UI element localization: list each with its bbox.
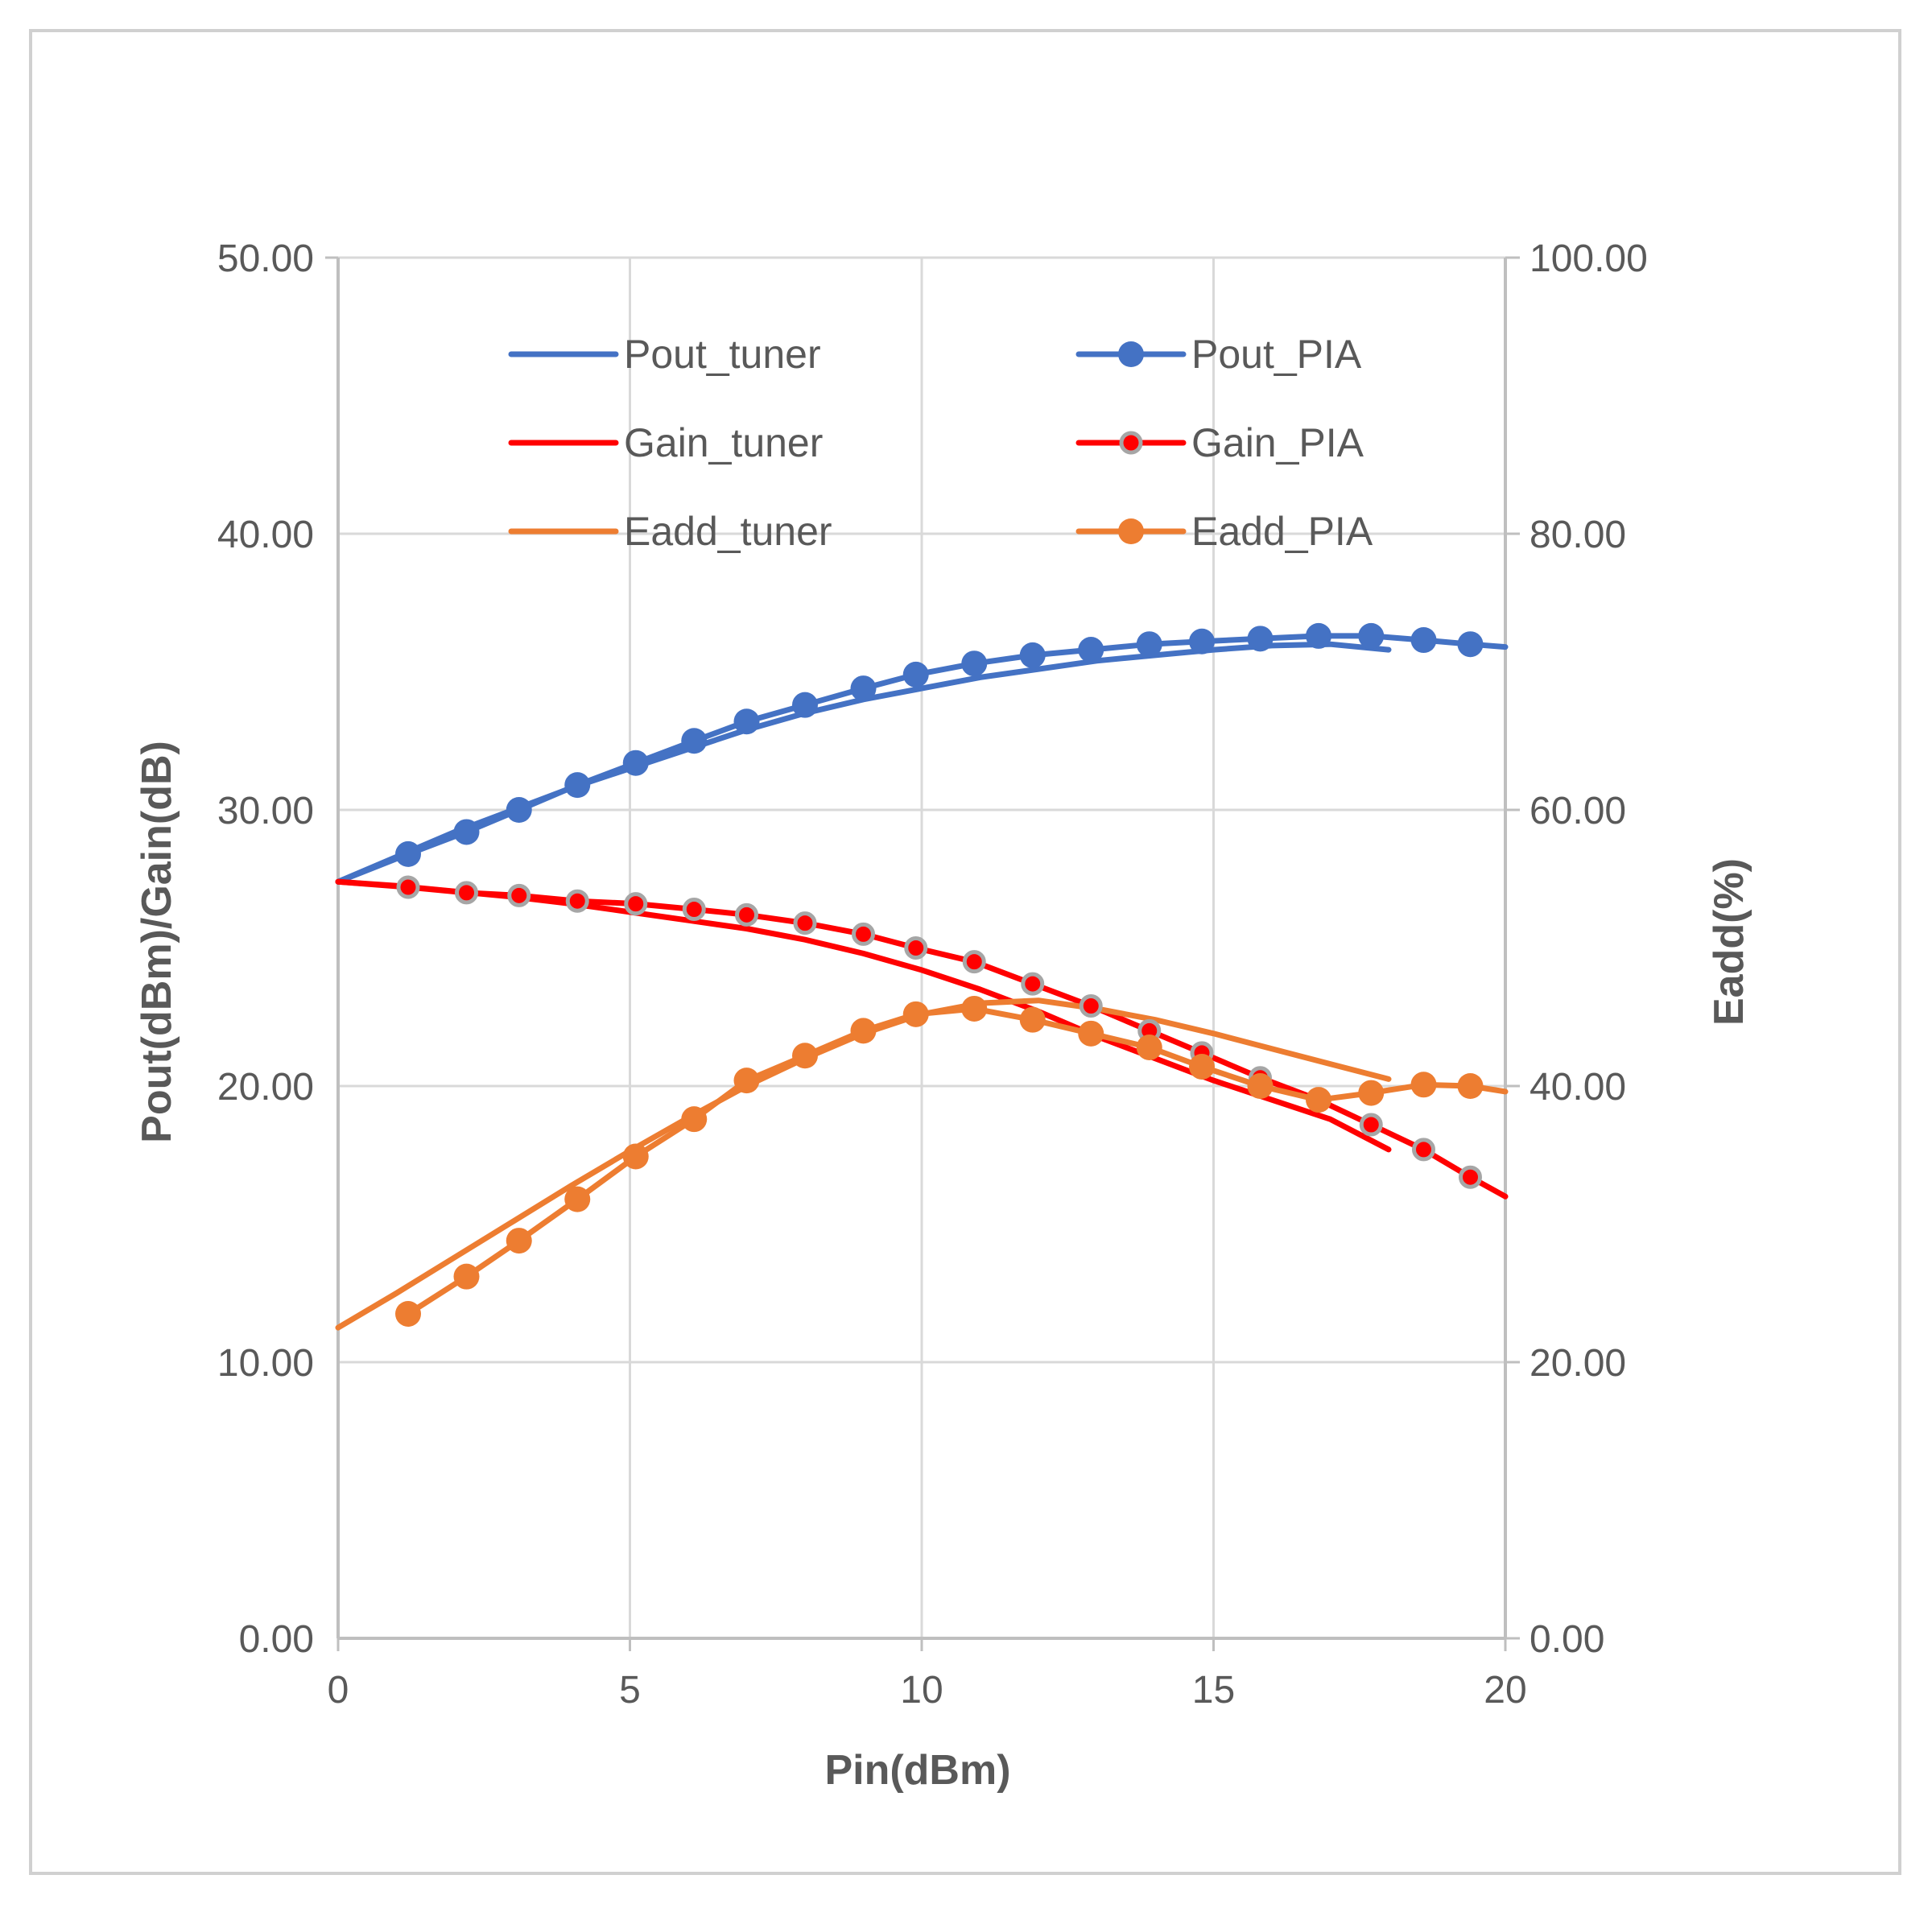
gain-pia-point (852, 922, 875, 946)
pout-pia-point (1136, 631, 1162, 658)
gain-pia-point (455, 881, 478, 905)
y-left-tick-label: 0.00 (239, 1618, 314, 1661)
eadd-pia-point (622, 1143, 649, 1170)
gain-tuner-line (335, 878, 1392, 1153)
chart: 0.00 10.00 20.00 30.00 40.00 50.00 0.00 20.00 40… (134, 237, 1752, 1794)
y-right-tick-label: 80.00 (1530, 514, 1626, 556)
y-right-tick-label: 100.00 (1530, 237, 1648, 280)
gain-pia-point (1021, 972, 1045, 996)
pout-pia-point (902, 661, 929, 688)
eadd-pia-point (1410, 1072, 1437, 1098)
eadd-pia-point (1306, 1087, 1331, 1113)
x-tick-label: 0 (328, 1669, 349, 1712)
pout-pia-point (1410, 627, 1437, 654)
legend-label-pout-pia: Pout_PIA (1191, 332, 1362, 377)
pout-pia-point (681, 728, 708, 754)
eadd-pia-point (453, 1263, 480, 1290)
y-left-tick-label: 10.00 (217, 1342, 314, 1385)
legend-background (483, 290, 1433, 564)
x-tick-label: 5 (619, 1669, 641, 1712)
gain-pia-point (962, 950, 986, 974)
pout-pia-point (1358, 622, 1385, 649)
pout-pia-point (622, 750, 649, 776)
legend-label-gain-pia: Gain_PIA (1191, 420, 1364, 465)
series-group (335, 622, 1509, 1331)
legend-marker-pout-pia (1118, 341, 1144, 367)
y-axis-right-title: Eadd(%) (1706, 858, 1752, 1026)
eadd-pia-point (1136, 1034, 1162, 1060)
chart-frame: 0.00 10.00 20.00 30.00 40.00 50.00 0.00 20.00 40… (29, 29, 1901, 1875)
y-left-tick-label: 50.00 (217, 237, 314, 280)
legend: Pout_tuner Pout_PIA Gain_tuner Gain_PIA Eadd… (508, 332, 1373, 554)
eadd-pia-point (1078, 1020, 1104, 1047)
gain-pia-point (565, 889, 589, 913)
pout-pia-point (506, 797, 532, 823)
gain-pia-point (682, 897, 706, 921)
legend-label-gain-tuner: Gain_tuner (624, 420, 823, 465)
y-right-tick-label: 60.00 (1530, 790, 1626, 832)
y-right-tick-label: 20.00 (1530, 1342, 1626, 1385)
x-tick-label: 15 (1192, 1669, 1235, 1712)
pout-pia-point (961, 650, 988, 677)
eadd-pia-point (850, 1018, 877, 1044)
eadd-pia-point (792, 1043, 818, 1069)
pout-pia-point (1078, 637, 1104, 663)
pout-pia-point (1247, 626, 1274, 652)
gain-pia-point (396, 875, 420, 899)
y-left-tick-label: 40.00 (217, 514, 314, 556)
eadd-pia-point (681, 1106, 708, 1133)
y-right-tick-label: 40.00 (1530, 1066, 1626, 1109)
x-tick-label: 10 (900, 1669, 943, 1712)
legend-label-pout-tuner: Pout_tuner (624, 332, 821, 377)
legend-marker-eadd-pia (1118, 518, 1144, 544)
y-left-tick-label: 30.00 (217, 790, 314, 832)
legend-label-eadd-pia: Eadd_PIA (1191, 509, 1373, 554)
eadd-tuner-line (335, 997, 1392, 1331)
eadd-pia-point (902, 1001, 929, 1027)
gain-pia-point (904, 936, 928, 960)
eadd-pia-point (395, 1300, 421, 1327)
y-axis-left-title: Pout(dBm)/Gain(dB) (134, 741, 180, 1143)
gain-pia-point (735, 902, 758, 927)
pout-pia-point (1306, 622, 1331, 649)
eadd-pia-line (405, 1006, 1509, 1317)
pout-pia-point (1189, 628, 1215, 655)
y-left-tick-label: 20.00 (217, 1066, 314, 1109)
axes: 0.00 10.00 20.00 30.00 40.00 50.00 0.00 20.00 40… (217, 237, 1648, 1712)
pout-pia-point (792, 692, 818, 718)
legend-label-eadd-tuner: Eadd_tuner (624, 509, 832, 554)
pout-pia-point (850, 675, 877, 702)
pout-pia-point (733, 708, 760, 735)
eadd-pia-point (564, 1186, 591, 1212)
eadd-pia-point (1247, 1073, 1274, 1099)
gain-pia-point (624, 892, 648, 916)
gain-pia-line (335, 878, 1509, 1200)
pout-pia-line (335, 633, 1509, 885)
y-right-tick-label: 0.00 (1530, 1618, 1604, 1661)
eadd-pia-point (961, 995, 988, 1022)
gain-pia-point (793, 911, 817, 935)
legend-marker-gain-pia (1119, 431, 1143, 455)
x-tick-label: 20 (1484, 1669, 1526, 1712)
gain-pia-point (1359, 1113, 1383, 1137)
gain-pia-point (1412, 1138, 1435, 1162)
pout-pia-point (1019, 642, 1046, 668)
gain-pia-point (1079, 994, 1103, 1018)
eadd-pia-point (1358, 1080, 1385, 1106)
gain-pia-point (507, 883, 531, 907)
eadd-pia-point (1019, 1006, 1046, 1033)
pout-pia-point (564, 772, 591, 799)
eadd-pia-point (1189, 1053, 1215, 1080)
pout-pia-point (1457, 631, 1484, 658)
pout-pia-point (453, 819, 480, 845)
eadd-pia-point (506, 1228, 532, 1254)
eadd-pia-point (733, 1068, 760, 1094)
eadd-pia-point (1457, 1073, 1484, 1099)
pout-pia-point (395, 840, 421, 867)
gain-pia-point (1459, 1165, 1482, 1189)
x-axis-title: Pin(dBm) (824, 1747, 1010, 1794)
